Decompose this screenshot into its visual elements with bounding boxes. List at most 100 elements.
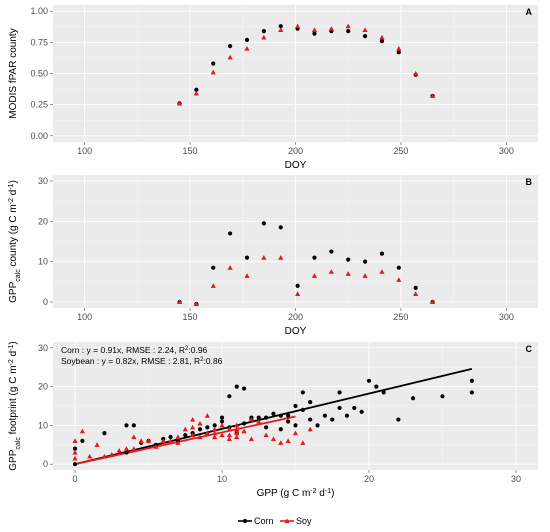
point-soy <box>256 418 262 424</box>
point-soy <box>167 438 174 443</box>
point-corn <box>410 396 416 401</box>
point-corn <box>278 413 283 418</box>
point-corn <box>131 423 136 428</box>
y-tick-label: 0 <box>43 297 48 307</box>
point-soy <box>413 70 419 76</box>
point-soy <box>79 428 85 434</box>
point-soy <box>123 446 130 451</box>
point-soy <box>241 428 247 434</box>
x-tick-label: 100 <box>77 146 92 156</box>
legend-marker <box>242 518 248 524</box>
x-tick-label: 200 <box>288 312 303 322</box>
point-soy <box>300 440 306 445</box>
point-soy <box>131 434 137 440</box>
point-corn <box>102 431 107 436</box>
point-corn <box>469 378 474 383</box>
point-soy <box>219 432 225 438</box>
point-soy <box>278 27 284 32</box>
point-corn <box>278 225 283 230</box>
y-tick-label: 10 <box>38 257 48 267</box>
point-corn <box>286 419 291 424</box>
point-soy <box>176 299 183 305</box>
x-tick-label: 200 <box>288 146 303 156</box>
y-tick-label: 0 <box>43 459 48 469</box>
point-corn <box>346 257 351 262</box>
point-soy <box>226 436 232 442</box>
panel-letter: C <box>526 344 533 354</box>
point-soy <box>212 430 218 436</box>
y-axis-title: GPPcalc footprint (g C m-2 d-1) <box>8 341 22 470</box>
point-corn <box>300 390 305 395</box>
point-corn <box>244 37 250 42</box>
point-soy <box>94 442 100 447</box>
point-soy <box>182 426 188 432</box>
point-corn <box>362 259 368 264</box>
point-corn <box>396 417 401 422</box>
point-soy <box>270 436 277 442</box>
point-corn <box>312 31 317 36</box>
x-tick-label: 20 <box>364 474 374 484</box>
point-soy <box>153 444 159 449</box>
point-soy <box>109 451 115 457</box>
legend: Corn Soy <box>238 516 312 526</box>
point-corn <box>396 50 401 55</box>
legend-item-soy: Soy <box>280 516 312 526</box>
point-corn <box>366 378 372 383</box>
point-soy <box>72 449 78 455</box>
point-soy <box>193 301 199 307</box>
point-corn <box>440 394 445 399</box>
point-soy <box>175 434 181 440</box>
point-soy <box>295 23 301 29</box>
y-tick-label: 30 <box>38 176 48 186</box>
point-soy <box>190 416 196 422</box>
point-soy <box>295 291 301 296</box>
x-axis-title: GPP (g C m-2 d-1) <box>257 488 335 500</box>
point-corn <box>183 432 188 438</box>
point-corn <box>211 61 216 66</box>
y-tick-label: 10 <box>38 420 48 430</box>
x-tick-label: 250 <box>393 312 408 322</box>
y-axis-title: MODIS fPAR county <box>8 28 19 118</box>
point-corn <box>381 390 386 395</box>
point-soy <box>362 27 368 32</box>
point-soy <box>278 255 284 260</box>
point-soy <box>72 455 78 461</box>
point-soy <box>234 430 240 436</box>
point-corn <box>300 407 305 412</box>
point-corn <box>194 87 199 92</box>
x-tick-label: 300 <box>499 312 514 322</box>
point-corn <box>278 24 283 29</box>
point-soy <box>204 413 210 418</box>
point-corn <box>352 405 357 411</box>
point-corn <box>241 421 247 426</box>
panel-letter: A <box>526 7 533 17</box>
point-soy <box>311 27 318 32</box>
point-soy <box>87 453 93 459</box>
point-corn <box>256 415 261 420</box>
point-corn <box>278 427 283 432</box>
x-tick-label: 0 <box>73 474 78 484</box>
point-corn <box>261 29 266 34</box>
point-corn <box>124 423 129 428</box>
y-axis-title: GPPcalc county (g C m-2 d-1) <box>8 180 22 303</box>
point-soy <box>234 434 240 440</box>
point-soy <box>413 291 419 296</box>
legend-label: Corn <box>254 516 274 526</box>
point-corn <box>124 450 129 455</box>
point-soy <box>212 426 218 432</box>
point-soy <box>226 432 232 438</box>
point-soy <box>429 93 436 98</box>
point-soy <box>285 438 291 443</box>
point-corn <box>211 265 216 270</box>
point-soy <box>345 271 351 276</box>
point-corn <box>205 425 210 430</box>
point-soy <box>145 438 152 443</box>
legend-item-corn: Corn <box>238 516 274 526</box>
point-corn <box>244 255 250 260</box>
point-soy <box>210 283 216 288</box>
point-corn <box>374 384 379 389</box>
point-corn <box>271 411 276 416</box>
point-corn <box>362 34 368 39</box>
point-corn <box>80 438 85 444</box>
point-soy <box>193 90 199 96</box>
